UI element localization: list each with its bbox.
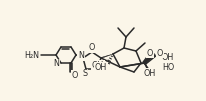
Text: OH: OH (161, 54, 173, 63)
Text: O: O (156, 48, 163, 57)
Text: HO: HO (161, 64, 173, 73)
Text: N: N (78, 52, 83, 60)
Text: OH: OH (94, 63, 107, 72)
Polygon shape (75, 55, 83, 58)
Text: OH: OH (91, 60, 103, 69)
Text: O: O (72, 70, 78, 79)
Text: N: N (53, 59, 59, 68)
Polygon shape (100, 54, 112, 58)
Text: H₂N: H₂N (24, 50, 39, 59)
Text: O: O (146, 48, 152, 57)
Text: OH: OH (143, 68, 155, 77)
Text: O: O (88, 44, 95, 53)
Text: S: S (82, 69, 87, 78)
